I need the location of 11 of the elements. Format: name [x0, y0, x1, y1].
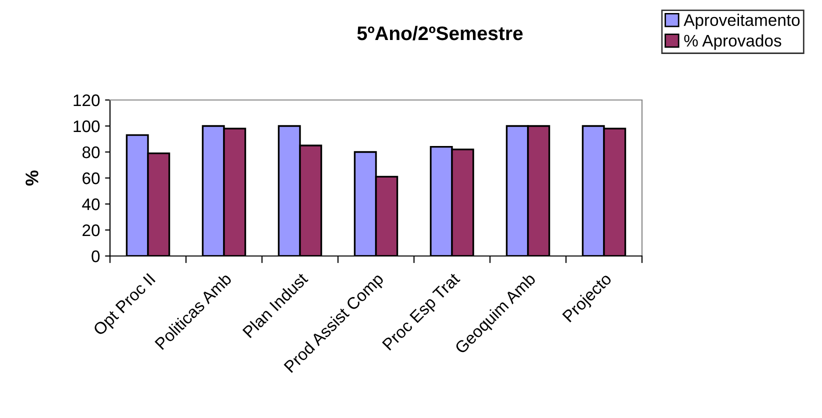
- y-tick-label: 0: [92, 250, 100, 262]
- y-tick-label: 80: [82, 146, 100, 158]
- y-tick-label: 120: [74, 94, 100, 106]
- legend-label: Aproveitamento: [684, 14, 800, 30]
- y-tick-label: 40: [82, 198, 100, 210]
- legend-label: % Aprovados: [684, 34, 782, 50]
- y-tick-label: 60: [82, 172, 100, 184]
- y-axis-title: %: [26, 170, 38, 186]
- chart-title: 5ºAno/2ºSemestre: [357, 26, 523, 40]
- y-tick-label: 100: [74, 120, 100, 132]
- y-tick-label: 20: [82, 224, 100, 236]
